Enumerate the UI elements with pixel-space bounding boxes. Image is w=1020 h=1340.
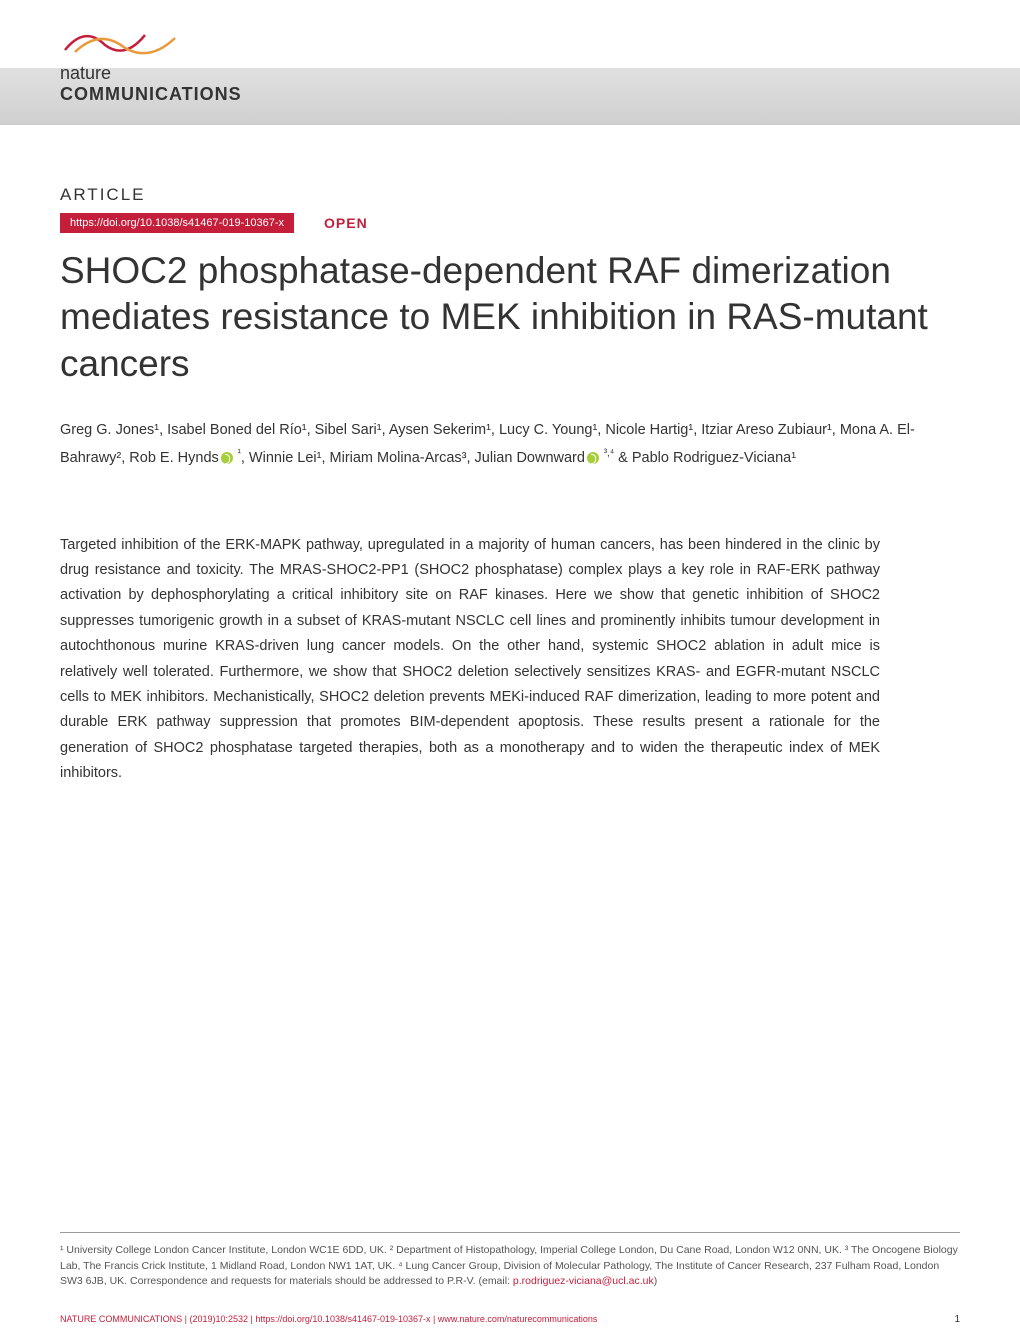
orcid-icon[interactable] <box>587 452 599 464</box>
authors-segment-3: & Pablo Rodriguez-Viciana¹ <box>614 450 796 466</box>
affiliations-footer: ¹ University College London Cancer Insti… <box>60 1232 960 1290</box>
article-content: ARTICLE https://doi.org/10.1038/s41467-0… <box>0 125 1020 786</box>
authors-segment-2: , Winnie Lei¹, Miriam Molina-Arcas³, Jul… <box>241 450 585 466</box>
affiliations-text-1: ¹ University College London Cancer Insti… <box>60 1244 958 1288</box>
article-title: SHOC2 phosphatase-dependent RAF dimeriza… <box>60 248 960 387</box>
journal-logo: nature COMMUNICATIONS <box>60 20 260 105</box>
article-type-label: ARTICLE <box>60 185 960 205</box>
citation-line: NATURE COMMUNICATIONS | (2019)10:2532 | … <box>60 1314 597 1325</box>
page-number: 1 <box>954 1314 960 1325</box>
journal-name-line2: COMMUNICATIONS <box>60 84 242 104</box>
abstract-text: Targeted inhibition of the ERK-MAPK path… <box>60 533 960 787</box>
journal-header-banner: nature COMMUNICATIONS <box>0 0 1020 125</box>
open-access-label: OPEN <box>324 215 368 231</box>
doi-row: https://doi.org/10.1038/s41467-019-10367… <box>60 213 960 233</box>
journal-name: nature COMMUNICATIONS <box>60 63 260 105</box>
corresponding-email[interactable]: p.rodriguez-viciana@ucl.ac.uk <box>513 1275 654 1287</box>
page-footer: NATURE COMMUNICATIONS | (2019)10:2532 | … <box>60 1314 960 1325</box>
affiliations-text-2: ) <box>654 1275 658 1287</box>
logo-wave-icon <box>60 20 260 60</box>
orcid-icon[interactable] <box>221 452 233 464</box>
author-sup-downward: ³,⁴ <box>601 448 614 459</box>
doi-badge[interactable]: https://doi.org/10.1038/s41467-019-10367… <box>60 213 294 233</box>
journal-name-line1: nature <box>60 63 111 83</box>
authors-list: Greg G. Jones¹, Isabel Boned del Río¹, S… <box>60 417 960 473</box>
